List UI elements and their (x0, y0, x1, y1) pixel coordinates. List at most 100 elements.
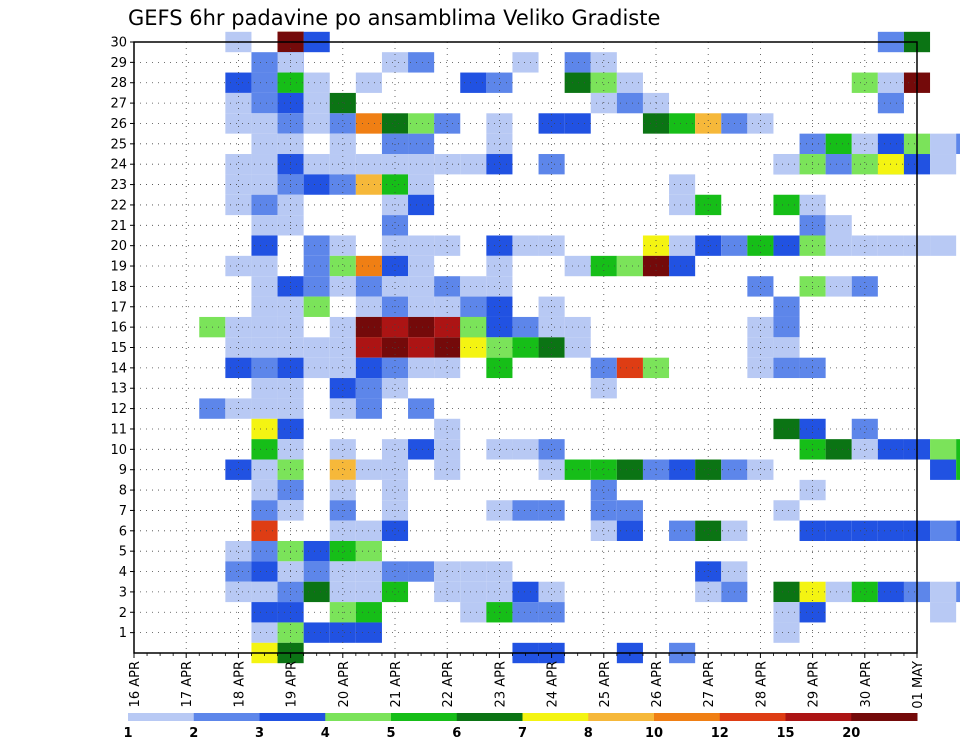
heatmap-cell (486, 561, 513, 582)
heatmap-cell (590, 357, 617, 379)
heatmap-cell (303, 92, 330, 114)
heatmap-cell (538, 235, 565, 256)
colorbar-swatch (851, 713, 918, 721)
heatmap-cell (329, 439, 356, 460)
heatmap-cell (773, 357, 800, 379)
heatmap-cell (303, 622, 330, 643)
colorbar-label: 2 (189, 726, 198, 741)
heatmap-cell (434, 418, 461, 440)
heatmap-cell (512, 439, 539, 460)
heatmap-cell (851, 581, 878, 603)
heatmap-cell (956, 133, 960, 155)
heatmap-cell (773, 418, 800, 440)
y-tick-label: 22 (110, 198, 127, 213)
colorbar-label: 5 (386, 726, 395, 741)
heatmap-cell (381, 316, 409, 338)
heatmap-cell (251, 174, 278, 195)
y-tick-label: 29 (110, 56, 127, 71)
heatmap-cell (251, 337, 278, 358)
chart-title: GEFS 6hr padavine po ansamblima Veliko G… (128, 6, 661, 30)
heatmap-cell (381, 520, 409, 541)
heatmap-cell (460, 316, 487, 338)
x-axis: 16 APR 17 APR 18 APR 19 APR 20 APR 21 APR 22 A… (128, 653, 926, 709)
heatmap-cell (930, 581, 957, 603)
y-tick-label: 21 (110, 219, 127, 234)
x-tick-label: 17 APR (180, 661, 195, 707)
heatmap-cell (825, 235, 852, 256)
heatmap-cell (434, 235, 461, 256)
x-tick-label: 30 APR (859, 661, 874, 707)
heatmap-cell (538, 581, 565, 603)
heatmap-cell (381, 276, 409, 297)
heatmap-cell (408, 337, 435, 358)
heatmap-cell (512, 316, 539, 338)
heatmap-cell (434, 459, 461, 480)
heatmap-cell (773, 296, 800, 317)
heatmap-cell (251, 439, 278, 460)
colorbar-swatch (719, 713, 786, 721)
heatmap-cell (434, 357, 461, 379)
heatmap-cell (329, 92, 356, 114)
heatmap-cell (956, 439, 960, 460)
heatmap-cell (434, 337, 461, 358)
y-tick-label: 1 (119, 626, 127, 641)
heatmap-cell (303, 357, 330, 379)
heatmap-cell (303, 540, 330, 562)
heatmap-cell (225, 113, 252, 134)
heatmap-cell (590, 479, 617, 501)
colorbar-label: 20 (842, 726, 860, 741)
y-tick-label: 10 (110, 443, 127, 458)
heatmap-cell (825, 215, 852, 236)
y-tick-label: 25 (110, 137, 127, 152)
heatmap-cell (486, 581, 513, 603)
heatmap-cell (773, 500, 800, 521)
colorbar-swatch (325, 713, 392, 721)
heatmap-cell (825, 439, 852, 460)
heatmap-cell (381, 581, 409, 603)
heatmap-cell (538, 154, 565, 175)
heatmap-cell (616, 92, 643, 114)
heatmap-cell (486, 316, 513, 338)
colorbar-label: 12 (711, 726, 729, 741)
heatmap-cell (408, 296, 435, 317)
heatmap-cell (381, 439, 409, 460)
heatmap-cell (590, 459, 617, 480)
heatmap-cell (408, 113, 435, 134)
heatmap-cell (408, 154, 435, 175)
heatmap-cell (329, 276, 356, 297)
y-tick-label: 7 (119, 504, 127, 519)
x-tick-label: 21 APR (389, 661, 404, 707)
x-tick-label: 27 APR (702, 661, 717, 707)
heatmap-cell (434, 439, 461, 460)
heatmap-cell (408, 398, 435, 419)
heatmap-cell (381, 52, 409, 73)
y-tick-label: 24 (110, 158, 127, 173)
y-tick-label: 12 (110, 402, 127, 417)
heatmap-cell (381, 215, 409, 236)
heatmap-cell (408, 174, 435, 195)
colorbar-swatch (785, 713, 852, 721)
heatmap-cell (381, 154, 409, 175)
colorbar-label: 4 (321, 726, 330, 741)
heatmap-cell (669, 194, 696, 216)
heatmap-cell (251, 235, 278, 256)
heatmap-cell (695, 581, 722, 603)
heatmap-cell (851, 235, 878, 256)
heatmap-cell (616, 72, 643, 93)
heatmap-cell (851, 154, 878, 175)
heatmap-cell (512, 602, 539, 623)
heatmap-cell (590, 255, 617, 277)
colorbar: 1 2 3 4 5 6 7 8 10 12 15 20 (123, 713, 918, 741)
colorbar-label: 3 (255, 726, 264, 741)
y-axis: 1234567891011121314151617181920212223242… (110, 36, 134, 641)
heatmap-cell (851, 418, 878, 440)
heatmap-cell (564, 337, 591, 358)
heatmap-cell (486, 133, 513, 155)
colorbar-label: 8 (584, 726, 593, 741)
colorbar-swatch (588, 713, 655, 721)
heatmap-cell (225, 154, 252, 175)
heatmap-cell (486, 113, 513, 134)
heatmap-cell (773, 622, 800, 643)
heatmap-cell (851, 276, 878, 297)
heatmap-cell (564, 316, 591, 338)
